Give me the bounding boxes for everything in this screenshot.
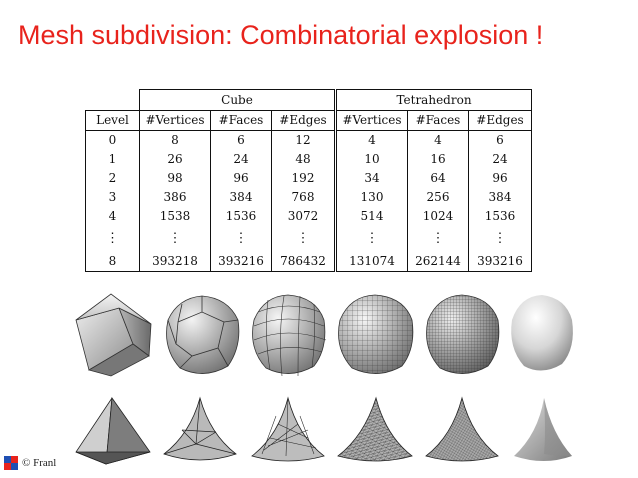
subdivision-table: Cube Tetrahedron Level #Vertices #Faces … bbox=[85, 89, 532, 272]
table-row: 0 8 6 12 4 4 6 bbox=[85, 130, 532, 150]
ellipsis-row: ⋮ ⋮ ⋮ ⋮ ⋮ ⋮ ⋮ bbox=[85, 226, 532, 252]
table-cell: 262144 bbox=[407, 252, 469, 272]
institution-logo-icon bbox=[4, 456, 18, 470]
table-cell: 48 bbox=[271, 150, 336, 169]
col-cube-vertices: #Vertices bbox=[139, 110, 211, 131]
table-cell: 4 bbox=[85, 207, 140, 226]
footer: © Franl bbox=[4, 456, 56, 470]
table-cell: 34 bbox=[334, 169, 408, 188]
table-cell: ⋮ bbox=[139, 226, 211, 252]
table-cell: 1536 bbox=[468, 207, 532, 226]
table-body: 0 8 6 12 4 4 6 1 26 24 48 10 16 24 2 98 96 192 34 64 96 3 386 3… bbox=[85, 130, 532, 272]
cube-level-3-render bbox=[338, 294, 414, 374]
subdivision-renders bbox=[66, 286, 576, 466]
cube-level-0-render bbox=[75, 293, 152, 377]
table-cell: 256 bbox=[407, 188, 469, 207]
col-tetra-vertices: #Vertices bbox=[334, 110, 408, 131]
table-cell: 384 bbox=[210, 188, 272, 207]
table-cell: ⋮ bbox=[210, 226, 272, 252]
table-cell: 4 bbox=[407, 130, 469, 150]
tetra-level-3-render bbox=[337, 396, 413, 462]
table-cell: 6 bbox=[210, 130, 272, 150]
table-cell: 8 bbox=[85, 252, 140, 272]
table-cell: 2 bbox=[85, 169, 140, 188]
table-cell: ⋮ bbox=[407, 226, 469, 252]
col-level: Level bbox=[85, 110, 140, 131]
subdivision-table-wrap: Cube Tetrahedron Level #Vertices #Faces … bbox=[85, 89, 532, 272]
footer-copyright: © Franl bbox=[22, 457, 57, 469]
table-cell: 1538 bbox=[139, 207, 211, 226]
tetra-level-4-render bbox=[425, 396, 499, 462]
group-spacer bbox=[86, 90, 140, 111]
group-cube: Cube bbox=[139, 89, 336, 111]
table-row: 2 98 96 192 34 64 96 bbox=[85, 169, 532, 188]
table-cell: 393218 bbox=[139, 252, 211, 272]
col-cube-faces: #Faces bbox=[210, 110, 272, 131]
table-cell: 130 bbox=[334, 188, 408, 207]
table-row: 1 26 24 48 10 16 24 bbox=[85, 150, 532, 169]
table-row: 8 393218 393216 786432 131074 262144 393216 bbox=[85, 252, 532, 272]
table-cell: 386 bbox=[139, 188, 211, 207]
table-cell: 24 bbox=[468, 150, 532, 169]
table-cell: 96 bbox=[210, 169, 272, 188]
tetra-level-8-render bbox=[514, 398, 572, 461]
group-header-row: Cube Tetrahedron bbox=[86, 89, 532, 111]
table-cell: ⋮ bbox=[468, 226, 532, 252]
table-cell: 0 bbox=[85, 130, 140, 150]
table-cell: 393216 bbox=[210, 252, 272, 272]
tetra-level-0-render bbox=[75, 396, 151, 465]
table-cell: 1536 bbox=[210, 207, 272, 226]
table-cell: 96 bbox=[468, 169, 532, 188]
table-cell: 131074 bbox=[334, 252, 408, 272]
col-cube-edges: #Edges bbox=[271, 110, 336, 131]
tetra-level-2-render bbox=[251, 396, 325, 462]
slide-title: Mesh subdivision: Combinatorial explosio… bbox=[18, 20, 544, 50]
table-cell: 24 bbox=[210, 150, 272, 169]
table-cell: 384 bbox=[468, 188, 532, 207]
tetra-level-1-render bbox=[163, 396, 237, 461]
column-header-row: Level #Vertices #Faces #Edges #Vertices … bbox=[85, 110, 532, 131]
table-cell: 3 bbox=[85, 188, 140, 207]
table-cell: 8 bbox=[139, 130, 211, 150]
cube-level-8-render bbox=[511, 295, 573, 371]
group-tetrahedron: Tetrahedron bbox=[334, 89, 532, 111]
table-cell: 786432 bbox=[271, 252, 336, 272]
col-tetra-faces: #Faces bbox=[407, 110, 469, 131]
table-cell: 3072 bbox=[271, 207, 336, 226]
table-cell: 1024 bbox=[407, 207, 469, 226]
table-cell: 10 bbox=[334, 150, 408, 169]
table-cell: ⋮ bbox=[271, 226, 336, 252]
col-tetra-edges: #Edges bbox=[468, 110, 532, 131]
table-cell: 12 bbox=[271, 130, 336, 150]
cube-level-1-render bbox=[166, 295, 240, 374]
table-cell: ⋮ bbox=[334, 226, 408, 252]
cube-level-4-render bbox=[426, 294, 500, 374]
cube-level-2-render bbox=[252, 294, 327, 377]
table-cell: 26 bbox=[139, 150, 211, 169]
table-cell: 6 bbox=[468, 130, 532, 150]
table-cell: 4 bbox=[334, 130, 408, 150]
table-cell: ⋮ bbox=[85, 226, 140, 252]
table-cell: 16 bbox=[407, 150, 469, 169]
table-cell: 192 bbox=[271, 169, 336, 188]
table-cell: 768 bbox=[271, 188, 336, 207]
table-cell: 98 bbox=[139, 169, 211, 188]
table-cell: 64 bbox=[407, 169, 469, 188]
table-row: 3 386 384 768 130 256 384 bbox=[85, 188, 532, 207]
table-cell: 393216 bbox=[468, 252, 532, 272]
table-cell: 1 bbox=[85, 150, 140, 169]
table-cell: 514 bbox=[334, 207, 408, 226]
table-row: 4 1538 1536 3072 514 1024 1536 bbox=[85, 207, 532, 226]
